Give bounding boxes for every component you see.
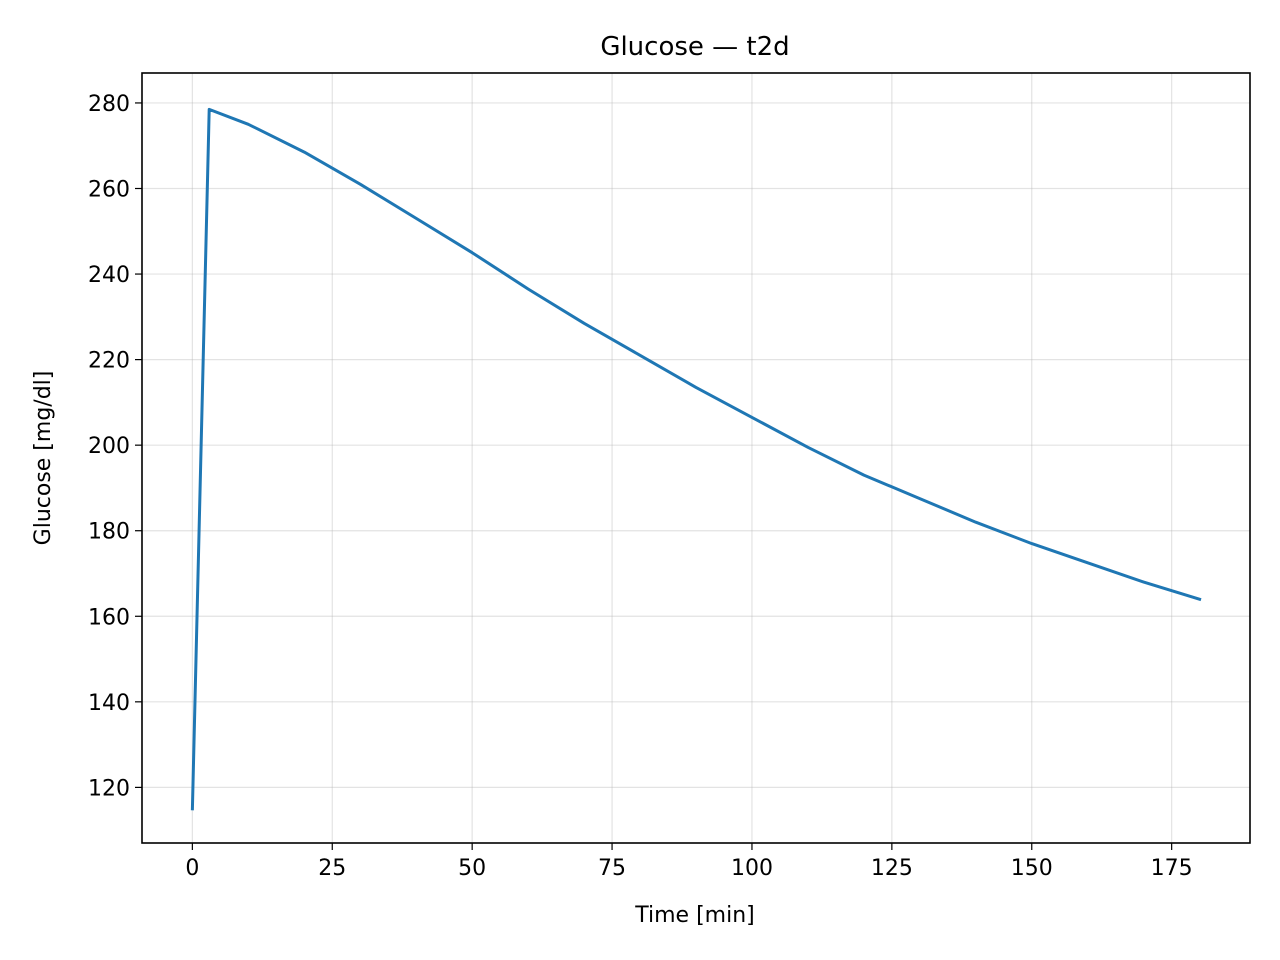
y-axis-label: Glucose [mg/dl] — [31, 371, 56, 546]
y-tick-label: 240 — [88, 263, 130, 288]
x-tick-label: 100 — [731, 856, 773, 881]
series-layer — [190, 107, 1202, 811]
x-axis-ticks: 0 25 50 75 100 125 150 175 — [185, 843, 1193, 881]
y-tick-label: 200 — [88, 434, 130, 459]
x-tick-label: 175 — [1151, 856, 1193, 881]
y-tick-label: 280 — [88, 92, 130, 117]
y-tick-label: 140 — [88, 691, 130, 716]
y-axis-ticks: 120 140 160 180 200 220 240 260 280 — [88, 92, 142, 801]
x-tick-label: 75 — [598, 856, 626, 881]
y-tick-label: 260 — [88, 178, 130, 203]
x-axis-label: Time [min] — [634, 903, 755, 928]
plot-frame — [141, 72, 1251, 844]
glucose-line — [190, 107, 1202, 811]
y-tick-label: 180 — [88, 520, 130, 545]
chart-title: Glucose — t2d — [600, 32, 789, 62]
x-tick-label: 125 — [871, 856, 913, 881]
y-tick-label: 220 — [88, 349, 130, 374]
x-tick-label: 0 — [185, 856, 199, 881]
x-tick-label: 25 — [318, 856, 346, 881]
x-tick-label: 50 — [458, 856, 486, 881]
y-tick-label: 160 — [88, 605, 130, 630]
y-tick-label: 120 — [88, 776, 130, 801]
x-tick-label: 150 — [1011, 856, 1053, 881]
grid — [142, 73, 1250, 843]
